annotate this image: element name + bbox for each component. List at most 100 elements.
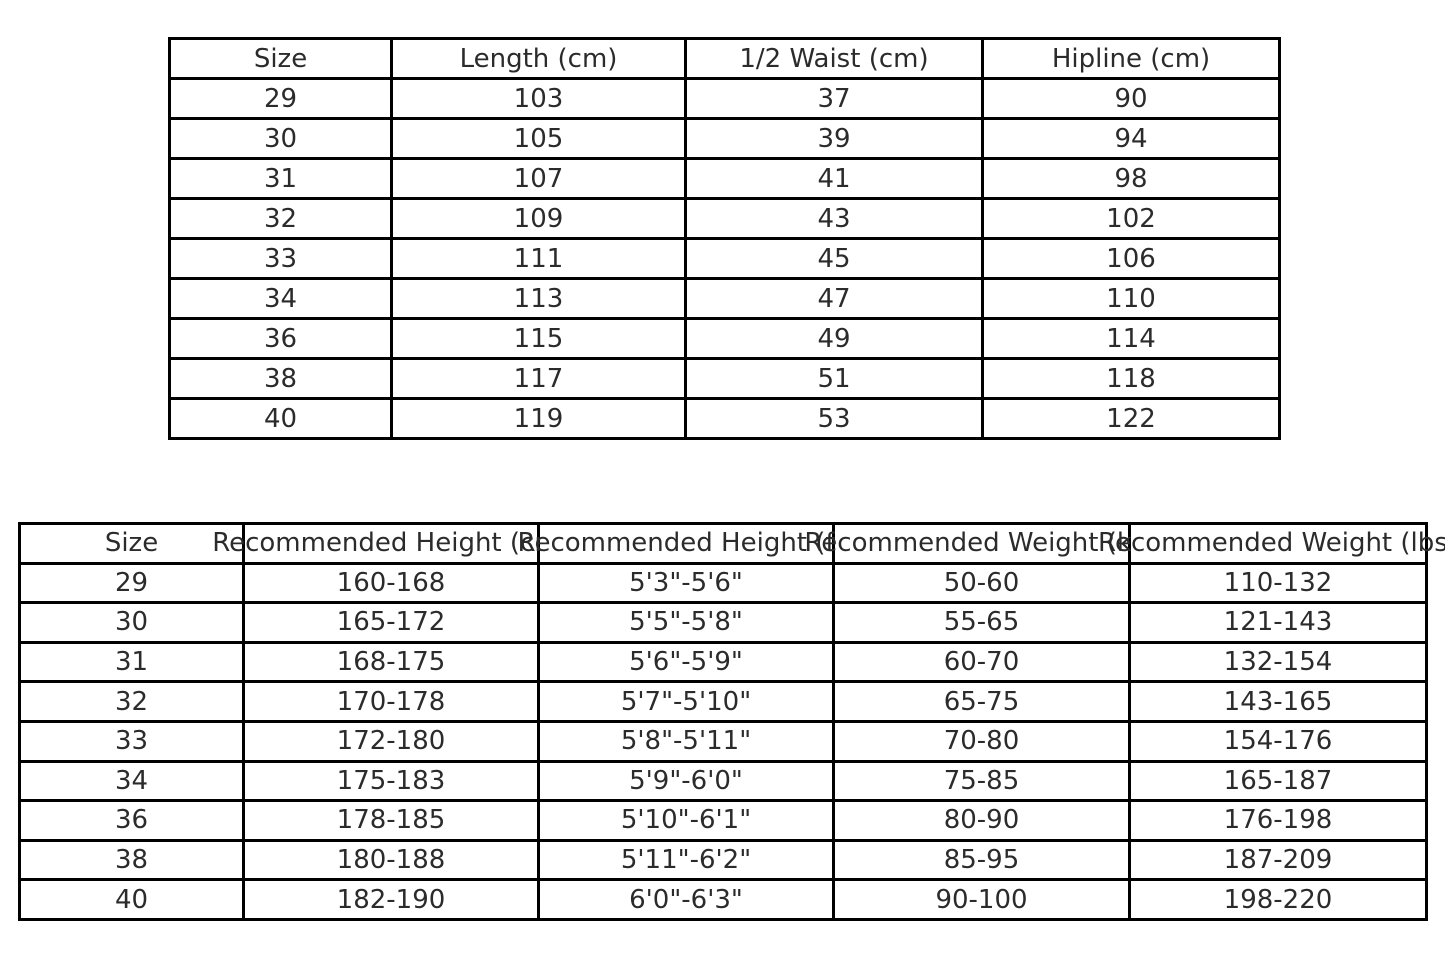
- cell-hipline: 122: [981, 397, 1281, 440]
- cell-weight-kg: 80-90: [832, 799, 1131, 842]
- cell-weight-lbs: 165-187: [1128, 759, 1428, 803]
- cell-weight-lbs: 198-220: [1128, 878, 1428, 921]
- cell-weight-kg: 85-95: [832, 838, 1131, 882]
- cell-height-ft: 5'9"-6'0": [537, 759, 835, 803]
- cell-size: 29: [168, 77, 393, 120]
- cell-length: 109: [390, 197, 687, 240]
- cell-height-ft: 5'8"-5'11": [537, 719, 835, 763]
- cell-size: 38: [168, 357, 393, 400]
- cell-height-ft: 6'0"-6'3": [537, 878, 835, 921]
- cell-size: 30: [18, 601, 245, 644]
- header-rec-weight-lbs-label: Recommended Weight (lbs): [1098, 528, 1445, 559]
- table-row: 34 113 47 110: [168, 277, 1281, 320]
- table-header-row: Size Recommended Height (cm) Recommended…: [18, 522, 1445, 565]
- cell-waist: 45: [684, 237, 984, 280]
- header-size-label: Size: [104, 528, 159, 559]
- header-rec-height-ft: Recommended Height (ft): [518, 522, 854, 565]
- cell-height-ft: 5'11"-6'2": [537, 838, 835, 882]
- cell-height-ft: 5'6"-5'9": [537, 640, 835, 684]
- header-size: Size: [18, 522, 245, 565]
- header-rec-height-cm-label: Recommended Height (cm): [212, 528, 570, 559]
- cell-waist: 51: [684, 357, 984, 400]
- header-rec-height-cm: Recommended Height (cm): [212, 522, 570, 565]
- header-length: Length (cm): [390, 37, 687, 80]
- header-hipline: Hipline (cm): [981, 37, 1281, 80]
- cell-size: 31: [168, 157, 393, 200]
- cell-size: 38: [18, 838, 245, 882]
- cell-weight-lbs: 176-198: [1128, 799, 1428, 842]
- cell-size: 30: [168, 117, 393, 160]
- table-row: 36 178-185 5'10"-6'1" 80-90 176-198: [18, 799, 1428, 842]
- table-row: 36 115 49 114: [168, 317, 1281, 360]
- cell-hipline: 98: [981, 157, 1281, 200]
- cell-weight-lbs: 121-143: [1128, 601, 1428, 644]
- table-row: 40 119 53 122: [168, 397, 1281, 440]
- cell-waist: 39: [684, 117, 984, 160]
- cell-waist: 37: [684, 77, 984, 120]
- cell-height-ft: 5'7"-5'10": [537, 680, 835, 723]
- cell-size: 29: [18, 561, 245, 605]
- table-row: 34 175-183 5'9"-6'0" 75-85 165-187: [18, 759, 1428, 803]
- table-row: 40 182-190 6'0"-6'3" 90-100 198-220: [18, 878, 1428, 921]
- cell-weight-lbs: 110-132: [1128, 561, 1428, 605]
- cell-size: 36: [168, 317, 393, 360]
- cell-weight-kg: 65-75: [832, 680, 1131, 723]
- cell-size: 33: [18, 719, 245, 763]
- cell-size: 32: [18, 680, 245, 723]
- cell-height-cm: 170-178: [242, 680, 540, 723]
- cell-length: 115: [390, 317, 687, 360]
- cell-height-cm: 168-175: [242, 640, 540, 684]
- size-recommendation-table: Size Recommended Height (cm) Recommended…: [18, 522, 1445, 921]
- cell-length: 107: [390, 157, 687, 200]
- table-row: 30 165-172 5'5"-5'8" 55-65 121-143: [18, 601, 1428, 644]
- cell-height-ft: 5'5"-5'8": [537, 601, 835, 644]
- cell-weight-lbs: 187-209: [1128, 838, 1428, 882]
- cell-size: 34: [168, 277, 393, 320]
- cell-hipline: 114: [981, 317, 1281, 360]
- cell-hipline: 106: [981, 237, 1281, 280]
- cell-waist: 41: [684, 157, 984, 200]
- cell-size: 31: [18, 640, 245, 684]
- cell-waist: 47: [684, 277, 984, 320]
- cell-height-ft: 5'10"-6'1": [537, 799, 835, 842]
- cell-height-cm: 175-183: [242, 759, 540, 803]
- table-row: 38 117 51 118: [168, 357, 1281, 400]
- header-rec-weight-kg-label: Recommended Weight (kg): [804, 528, 1159, 559]
- table-row: 32 109 43 102: [168, 197, 1281, 240]
- cell-weight-lbs: 132-154: [1128, 640, 1428, 684]
- table-row: 29 103 37 90: [168, 77, 1281, 120]
- cell-hipline: 110: [981, 277, 1281, 320]
- table-header-row: Size Length (cm) 1/2 Waist (cm) Hipline …: [168, 37, 1281, 80]
- cell-height-cm: 182-190: [242, 878, 540, 921]
- cell-length: 117: [390, 357, 687, 400]
- cell-waist: 43: [684, 197, 984, 240]
- cell-height-cm: 172-180: [242, 719, 540, 763]
- table-row: 31 107 41 98: [168, 157, 1281, 200]
- cell-weight-kg: 90-100: [832, 878, 1131, 921]
- table-row: 31 168-175 5'6"-5'9" 60-70 132-154: [18, 640, 1428, 684]
- cell-weight-kg: 70-80: [832, 719, 1131, 763]
- cell-hipline: 118: [981, 357, 1281, 400]
- cell-height-cm: 160-168: [242, 561, 540, 605]
- header-rec-weight-kg: Recommended Weight (kg): [804, 522, 1159, 565]
- header-waist: 1/2 Waist (cm): [684, 37, 984, 80]
- cell-height-ft: 5'3"-5'6": [537, 561, 835, 605]
- cell-weight-kg: 50-60: [832, 561, 1131, 605]
- table-row: 33 111 45 106: [168, 237, 1281, 280]
- table-row: 33 172-180 5'8"-5'11" 70-80 154-176: [18, 719, 1428, 763]
- header-rec-height-ft-label: Recommended Height (ft): [517, 528, 855, 559]
- cell-length: 103: [390, 77, 687, 120]
- cell-weight-kg: 75-85: [832, 759, 1131, 803]
- cell-weight-lbs: 154-176: [1128, 719, 1428, 763]
- cell-hipline: 102: [981, 197, 1281, 240]
- header-rec-weight-lbs: Recommended Weight (lbs): [1098, 522, 1445, 565]
- cell-length: 111: [390, 237, 687, 280]
- cell-length: 105: [390, 117, 687, 160]
- table-row: 38 180-188 5'11"-6'2" 85-95 187-209: [18, 838, 1428, 882]
- cell-size: 40: [168, 397, 393, 440]
- size-measurement-table: Size Length (cm) 1/2 Waist (cm) Hipline …: [168, 37, 1281, 440]
- table-row: 30 105 39 94: [168, 117, 1281, 160]
- table-row: 29 160-168 5'3"-5'6" 50-60 110-132: [18, 561, 1428, 605]
- cell-height-cm: 165-172: [242, 601, 540, 644]
- cell-height-cm: 180-188: [242, 838, 540, 882]
